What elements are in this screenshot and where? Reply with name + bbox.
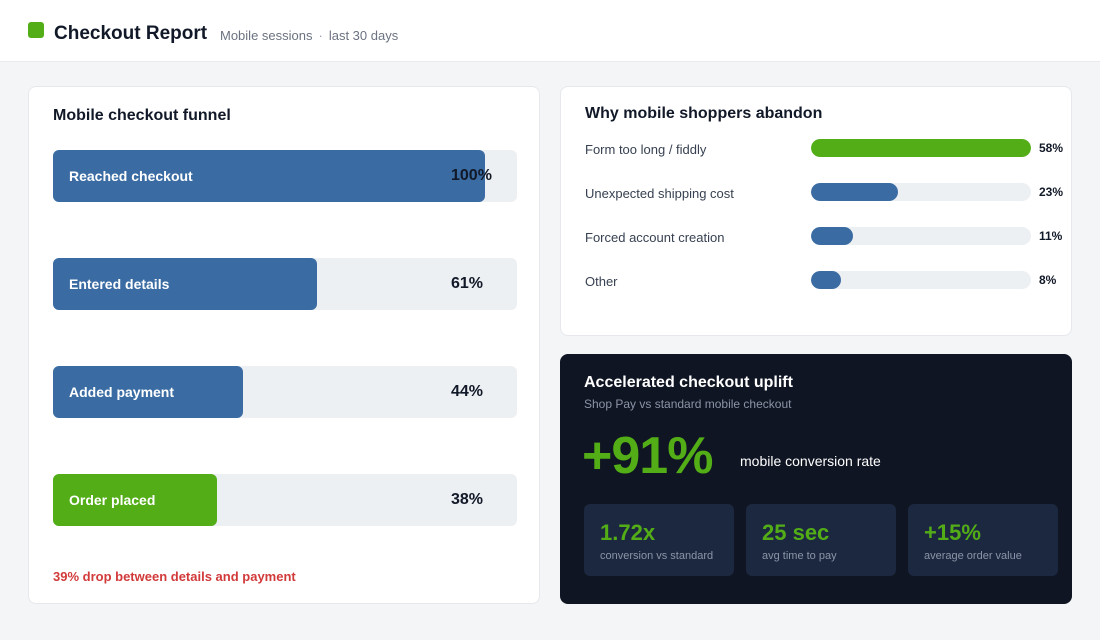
reason-bar-track [811,271,1031,289]
stat-order-value: +15% average order value [908,504,1058,576]
reason-row-account-creation: Forced account creation 11% [585,227,1065,247]
brand-logo-icon [28,22,44,38]
reason-value: 58% [1039,141,1064,155]
reason-label: Other [585,274,618,289]
page-title: Checkout Report [54,23,208,44]
reason-value: 23% [1039,185,1064,199]
subtitle-separator: · [318,28,323,43]
funnel-step-value: 100% [451,167,492,184]
reason-row-other: Other 8% [585,271,1065,291]
funnel-bar-fill [53,366,243,418]
date-range-label: last 30 days [328,28,399,43]
reason-bar-fill [811,139,1031,157]
funnel-step-label: Order placed [69,492,156,508]
reason-bar-track [811,183,1031,201]
funnel-step-label: Entered details [69,276,170,292]
app-header: Checkout Report Mobile sessions · last 30 … [0,0,1100,62]
page-subtitle: Mobile sessions · last 30 days [220,28,398,43]
stat-value: +15% [924,520,981,545]
uplift-headline-value: +91% [582,427,713,485]
reason-bar-fill [811,271,841,289]
reason-bar-track [811,227,1031,245]
reason-label: Unexpected shipping cost [585,186,734,201]
stat-time-to-pay: 25 sec avg time to pay [746,504,896,576]
funnel-drop-note: 39% drop between details and payment [53,569,296,584]
reason-label: Form too long / fiddly [585,142,707,157]
reason-row-shipping-cost: Unexpected shipping cost 23% [585,183,1065,203]
stat-value: 1.72x [600,520,656,545]
reason-bar-track [811,139,1031,157]
funnel-card: Mobile checkout funnel Reached checkout … [28,86,540,604]
funnel-step-value: 44% [451,383,484,400]
stat-label: conversion vs standard [600,550,714,562]
funnel-step-entered-details: Entered details 61% [53,258,517,310]
reason-label: Forced account creation [585,230,725,245]
funnel-step-label: Added payment [69,384,175,400]
stat-label: average order value [924,550,1022,562]
funnel-bar-fill [53,474,217,526]
reason-bar-fill [811,227,853,245]
funnel-step-value: 61% [451,275,484,292]
uplift-headline-label: mobile conversion rate [740,453,881,469]
funnel-step-label: Reached checkout [69,168,193,184]
reason-value: 11% [1039,229,1063,243]
uplift-card: Accelerated checkout uplift Shop Pay vs … [560,354,1072,604]
reason-bar-fill [811,183,898,201]
funnel-step-value: 38% [451,491,484,508]
funnel-step-added-payment: Added payment 44% [53,366,517,418]
funnel-title: Mobile checkout funnel [53,107,231,124]
stat-value: 25 sec [762,520,830,545]
funnel-step-reached-checkout: Reached checkout 100% [53,150,517,202]
stat-conversion-multiplier: 1.72x conversion vs standard [584,504,734,576]
abandon-title: Why mobile shoppers abandon [585,105,823,122]
uplift-title: Accelerated checkout uplift [584,374,793,391]
abandon-reasons-card: Why mobile shoppers abandon Form too lon… [560,86,1072,336]
reason-row-form-too-long: Form too long / fiddly 58% [585,139,1065,159]
funnel-bar-fill [53,150,485,202]
session-scope-label: Mobile sessions [220,28,313,43]
reason-value: 8% [1039,273,1057,287]
funnel-step-order-placed: Order placed 38% [53,474,517,526]
funnel-bar-fill [53,258,317,310]
uplift-subtitle: Shop Pay vs standard mobile checkout [584,397,792,411]
stat-label: avg time to pay [762,550,837,562]
